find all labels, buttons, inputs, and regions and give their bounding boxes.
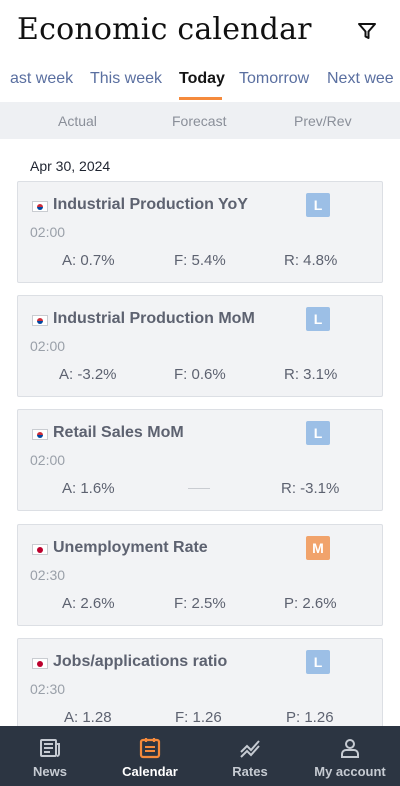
event-title: Industrial Production YoY — [53, 196, 248, 213]
event-card[interactable]: Retail Sales MoM L 02:00 A: 1.6% R: -3.1… — [17, 409, 383, 511]
tab-last-week[interactable]: ast week — [10, 70, 74, 87]
news-icon — [40, 739, 60, 757]
impact-badge: L — [306, 193, 330, 217]
actual-value: A: 0.7% — [62, 252, 115, 269]
rates-icon — [240, 740, 260, 758]
impact-badge: M — [306, 536, 330, 560]
japan-flag-icon — [32, 658, 48, 669]
date-heading: Apr 30, 2024 — [30, 158, 111, 174]
tab-today[interactable]: Today — [179, 70, 225, 87]
active-tab-indicator — [179, 97, 222, 100]
impact-badge: L — [306, 307, 330, 331]
actual-value: A: -3.2% — [59, 366, 117, 383]
prev-value: P: 2.6% — [284, 595, 337, 612]
prev-value: R: 4.8% — [284, 252, 338, 269]
nav-news[interactable]: News — [24, 726, 76, 786]
tab-this-week[interactable]: This week — [90, 70, 163, 87]
event-time: 02:30 — [30, 681, 66, 697]
event-title: Jobs/applications ratio — [53, 653, 228, 670]
nav-rates[interactable]: Rates — [226, 726, 274, 786]
event-time: 02:00 — [30, 452, 66, 468]
japan-flag-icon — [32, 544, 48, 555]
forecast-value: F: 1.26 — [175, 709, 222, 726]
event-time: 02:00 — [30, 224, 66, 240]
page-title: Economic calendar — [17, 12, 312, 47]
actual-value: A: 2.6% — [62, 595, 115, 612]
account-icon — [341, 739, 359, 758]
impact-badge: L — [306, 650, 330, 674]
column-prev-rev: Prev/Rev — [294, 113, 352, 129]
event-time: 02:00 — [30, 338, 66, 354]
event-title: Unemployment Rate — [53, 539, 208, 556]
nav-rates-label: Rates — [232, 764, 268, 779]
event-card[interactable]: Industrial Production MoM L 02:00 A: -3.… — [17, 295, 383, 397]
event-card[interactable]: Industrial Production YoY L 02:00 A: 0.7… — [17, 181, 383, 283]
forecast-value: F: 0.6% — [174, 366, 226, 383]
nav-my-account[interactable]: My account — [312, 726, 388, 786]
event-card[interactable]: Unemployment Rate M 02:30 A: 2.6% F: 2.5… — [17, 524, 383, 626]
prev-value: P: 1.26 — [286, 709, 334, 726]
forecast-value: F: 2.5% — [174, 595, 226, 612]
actual-value: A: 1.6% — [62, 480, 115, 497]
nav-news-label: News — [33, 764, 67, 779]
prev-value: R: 3.1% — [284, 366, 338, 383]
actual-value: A: 1.28 — [64, 709, 112, 726]
prev-value: R: -3.1% — [281, 480, 340, 497]
nav-account-label: My account — [314, 764, 386, 779]
period-tabs: ast week This week Today Tomorrow Next w… — [0, 62, 400, 102]
impact-badge: L — [306, 421, 330, 445]
forecast-empty-dash — [188, 488, 210, 489]
nav-calendar-label: Calendar — [122, 764, 178, 779]
bottom-navigation: News Calendar Rates My account — [0, 726, 400, 786]
event-time: 02:30 — [30, 567, 66, 583]
column-forecast: Forecast — [172, 113, 227, 129]
event-title: Retail Sales MoM — [53, 424, 184, 441]
south-korea-flag-icon — [32, 429, 48, 440]
calendar-icon — [139, 738, 161, 759]
south-korea-flag-icon — [32, 201, 48, 212]
column-actual: Actual — [58, 113, 97, 129]
tab-tomorrow[interactable]: Tomorrow — [239, 70, 310, 87]
filter-button[interactable] — [352, 16, 382, 46]
app-header: Economic calendar — [0, 0, 400, 62]
south-korea-flag-icon — [32, 315, 48, 326]
forecast-value: F: 5.4% — [174, 252, 226, 269]
event-card[interactable]: Jobs/applications ratio L 02:30 A: 1.28 … — [17, 638, 383, 740]
column-header-bar: Actual Forecast Prev/Rev — [0, 102, 400, 139]
event-title: Industrial Production MoM — [53, 310, 255, 327]
nav-calendar[interactable]: Calendar — [118, 726, 182, 786]
tab-next-week[interactable]: Next wee — [327, 70, 394, 87]
filter-icon — [358, 23, 376, 39]
